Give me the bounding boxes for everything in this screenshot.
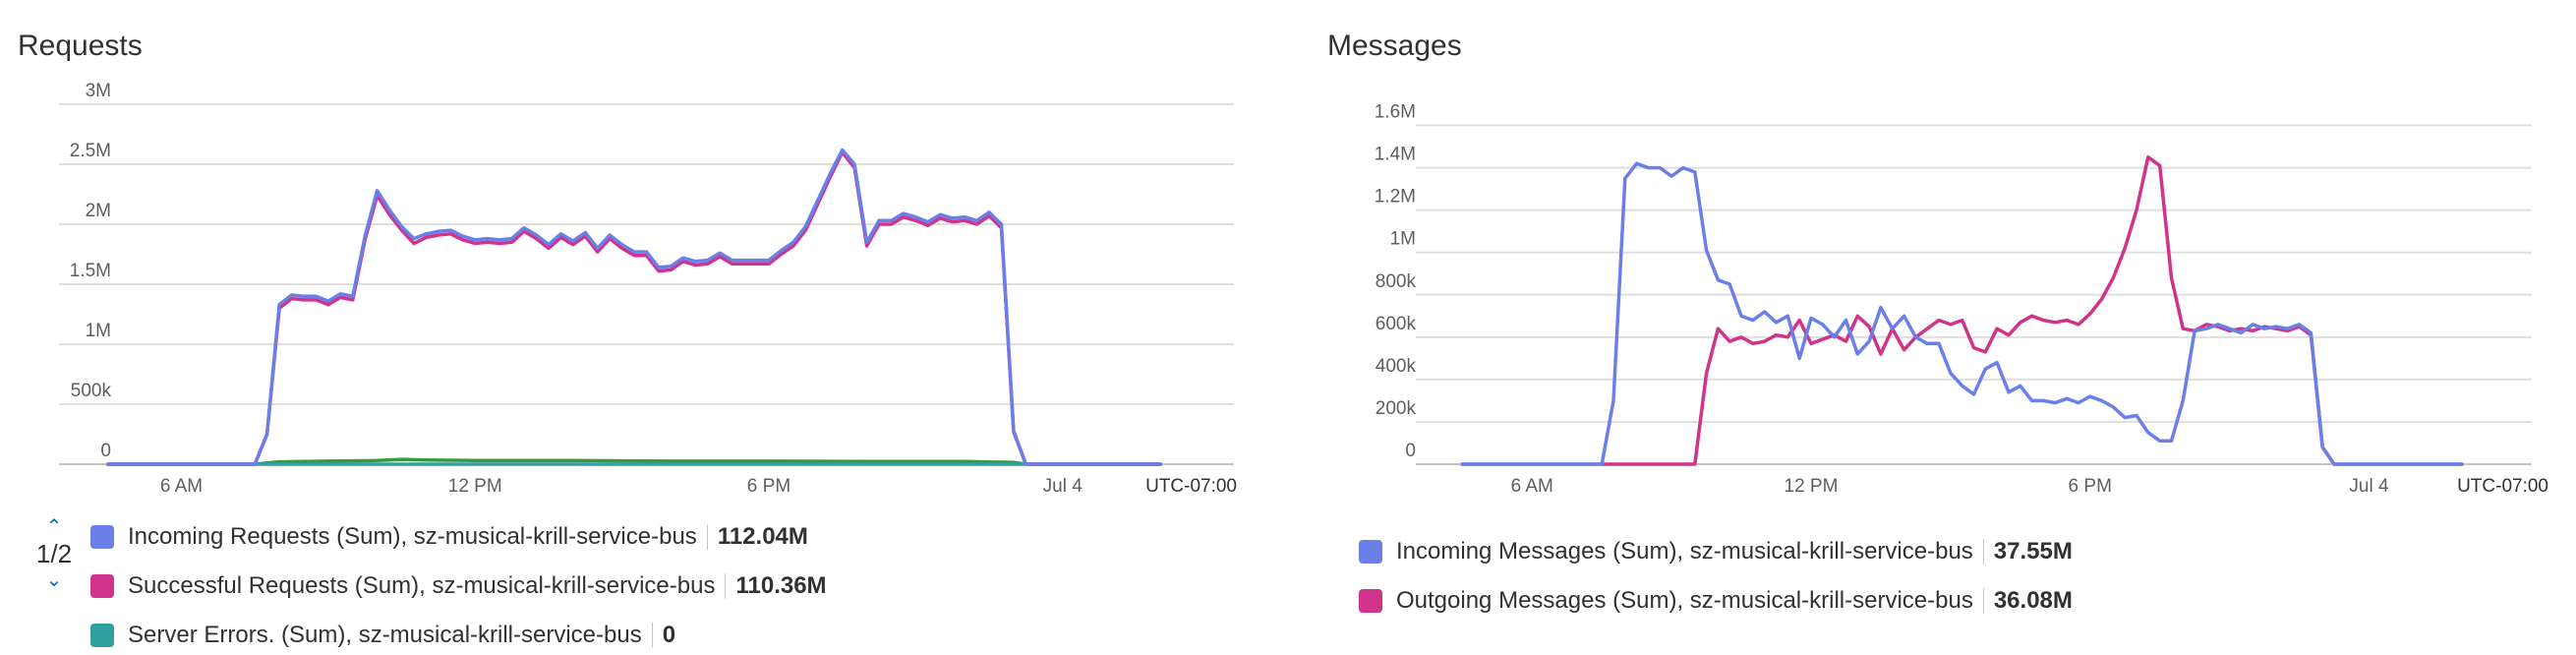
legend-pager: ⌃ 1/2 ⌄ — [29, 517, 79, 590]
messages-panel: Messages 0 200k 400k 600k 800k 1M 1.2M 1.4M 1.6M… — [1308, 0, 2576, 655]
x-tick-label: 6 PM — [747, 476, 790, 497]
pager-label: 1/2 — [35, 539, 73, 568]
y-tick-label: 500k — [71, 381, 112, 401]
legend-label: Incoming Requests (Sum), sz-musical-kril… — [128, 523, 697, 550]
requests-chart[interactable]: 0 500k 1M 1.5M 2M 2.5M 3M 6 AM 12 PM 6 PM Jul 4 UTC… — [0, 0, 1278, 497]
y-tick-label: 1.5M — [70, 261, 111, 281]
legend-swatch — [90, 525, 114, 549]
requests-panel: Requests 0 500k 1M 1.5M 2M 2.5M 3M 6 AM 12 PM 6 P… — [0, 0, 1278, 655]
chevron-down-icon[interactable]: ⌄ — [45, 569, 63, 591]
x-tick-label: 12 PM — [1785, 476, 1839, 497]
x-tick-label: 6 PM — [2069, 476, 2112, 497]
timezone-label: UTC-07:00 — [2457, 476, 2548, 497]
series-line[interactable] — [106, 457, 1163, 466]
chart-title: Messages — [1327, 30, 1462, 62]
y-tick-label: 200k — [1376, 398, 1417, 419]
series-line[interactable] — [1460, 161, 2464, 466]
x-tick-label: Jul 4 — [1043, 476, 1083, 497]
legend-item-incoming-requests[interactable]: Incoming Requests (Sum), sz-musical-kril… — [90, 523, 808, 551]
legend-label: Successful Requests (Sum), sz-musical-kr… — [128, 572, 716, 599]
y-tick-label: 1M — [1390, 229, 1416, 250]
y-tick-label: 1.6M — [1375, 102, 1416, 123]
legend-swatch — [1359, 589, 1382, 613]
legend-item-successful-requests[interactable]: Successful Requests (Sum), sz-musical-kr… — [90, 572, 827, 600]
y-tick-label: 2M — [86, 201, 111, 221]
legend-item-incoming-messages[interactable]: Incoming Messages (Sum), sz-musical-kril… — [1359, 538, 2073, 566]
series-line[interactable] — [106, 148, 1163, 466]
series-line[interactable] — [106, 150, 1163, 466]
x-tick-label: 6 AM — [160, 476, 203, 497]
messages-chart[interactable]: 0 200k 400k 600k 800k 1M 1.2M 1.4M 1.6M 6 AM 12 PM… — [1308, 0, 2576, 497]
y-tick-label: 0 — [100, 441, 111, 461]
legend-label: Server Errors. (Sum), sz-musical-krill-s… — [128, 622, 642, 648]
y-tick-label: 600k — [1376, 314, 1417, 334]
y-tick-label: 1.4M — [1375, 145, 1416, 165]
x-tick-label: Jul 4 — [2349, 476, 2389, 497]
y-tick-label: 0 — [1405, 441, 1416, 461]
x-tick-label: 12 PM — [448, 476, 502, 497]
legend-item-server-errors[interactable]: Server Errors. (Sum), sz-musical-krill-s… — [90, 622, 675, 649]
chevron-up-icon[interactable]: ⌃ — [45, 516, 63, 538]
y-tick-label: 400k — [1376, 356, 1417, 377]
series-line[interactable] — [1460, 155, 2464, 466]
y-tick-label: 800k — [1376, 271, 1417, 292]
legend-total: 112.04M — [717, 523, 808, 550]
y-tick-label: 2.5M — [70, 141, 111, 161]
y-tick-label: 1M — [86, 321, 111, 341]
legend-item-outgoing-messages[interactable]: Outgoing Messages (Sum), sz-musical-kril… — [1359, 587, 2073, 615]
y-tick-label: 1.2M — [1375, 187, 1416, 208]
legend-swatch — [90, 624, 114, 647]
legend-swatch — [1359, 540, 1382, 564]
legend-total: 37.55M — [1993, 538, 2073, 565]
x-tick-label: 6 AM — [1511, 476, 1553, 497]
chart-title: Requests — [18, 30, 143, 62]
legend-label: Outgoing Messages (Sum), sz-musical-kril… — [1396, 587, 1973, 614]
legend-label: Incoming Messages (Sum), sz-musical-kril… — [1396, 538, 1973, 565]
timezone-label: UTC-07:00 — [1145, 476, 1237, 497]
y-tick-label: 3M — [86, 81, 111, 101]
legend-total: 36.08M — [1993, 587, 2073, 614]
legend-total: 0 — [662, 622, 676, 648]
legend-swatch — [90, 574, 114, 598]
legend-total: 110.36M — [735, 572, 827, 599]
